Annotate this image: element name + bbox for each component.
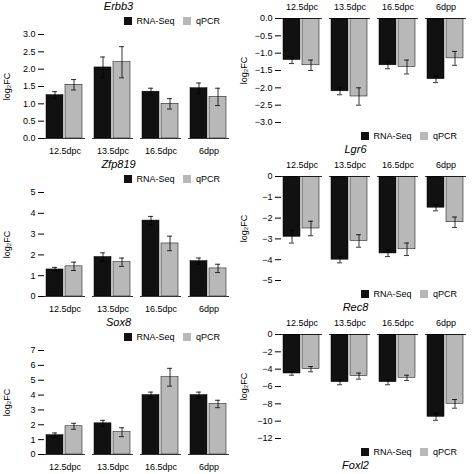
html-text:RNA-Seq: RNA-Seq [373, 288, 412, 299]
svg-text:16.5dpc: 16.5dpc [145, 304, 178, 314]
svg-text:1: 1 [30, 271, 35, 281]
svg-text:2.5: 2.5 [23, 47, 36, 57]
svg-text:16.5dpc: 16.5dpc [382, 160, 415, 170]
svg-text:1: 1 [30, 435, 35, 445]
svg-text:−1: −1 [262, 192, 272, 202]
html-text:Sox8: Sox8 [106, 316, 131, 328]
svg-text:6dpp: 6dpp [436, 318, 456, 328]
svg-text:6dpp: 6dpp [199, 304, 219, 314]
svg-text:16.5dpc: 16.5dpc [145, 146, 178, 156]
svg-text:6dpp: 6dpp [436, 160, 456, 170]
svg-text:16.5dpc: 16.5dpc [382, 2, 415, 12]
svg-text:log₂FC: log₂FC [2, 230, 12, 258]
svg-text:−0.5: −0.5 [255, 31, 273, 41]
svg-text:2.0: 2.0 [23, 64, 36, 74]
svg-text:16.5dpc: 16.5dpc [145, 462, 178, 472]
svg-text:2: 2 [30, 420, 35, 430]
svg-text:0: 0 [30, 291, 35, 301]
html-text:RNA-Seq: RNA-Seq [136, 173, 175, 184]
svg-text:5: 5 [30, 375, 35, 385]
svg-text:13.5dpc: 13.5dpc [334, 318, 367, 328]
svg-text:3: 3 [30, 405, 35, 415]
svg-text:4: 4 [30, 390, 35, 400]
svg-text:−4: −4 [262, 364, 272, 374]
svg-text:0.5: 0.5 [23, 116, 36, 126]
html-text:RNA-Seq: RNA-Seq [373, 130, 412, 141]
svg-text:12.5dpc: 12.5dpc [286, 160, 319, 170]
html-text:Zfp819: Zfp819 [101, 158, 136, 170]
svg-text:0.0: 0.0 [260, 13, 273, 23]
svg-text:6dpp: 6dpp [199, 146, 219, 156]
svg-text:−3.0: −3.0 [255, 117, 273, 127]
svg-text:−2: −2 [262, 213, 272, 223]
svg-text:−6: −6 [262, 381, 272, 391]
svg-text:−4: −4 [262, 255, 272, 265]
svg-text:5: 5 [30, 187, 35, 197]
svg-text:−1.5: −1.5 [255, 65, 273, 75]
html-text:RNA-Seq: RNA-Seq [373, 446, 412, 457]
svg-text:−2: −2 [262, 347, 272, 357]
svg-text:log₂FC: log₂FC [239, 372, 249, 400]
svg-text:13.5dpc: 13.5dpc [97, 146, 130, 156]
html-text:Foxl2: Foxl2 [342, 459, 369, 471]
svg-text:12.5dpc: 12.5dpc [286, 2, 319, 12]
svg-text:−1.0: −1.0 [255, 48, 273, 58]
svg-text:2: 2 [30, 250, 35, 260]
svg-text:3.0: 3.0 [23, 29, 36, 39]
svg-text:log₂FC: log₂FC [2, 72, 12, 100]
html-text:qPCR: qPCR [196, 331, 220, 342]
svg-text:1.0: 1.0 [23, 99, 36, 109]
svg-text:−10: −10 [257, 416, 272, 426]
svg-text:4: 4 [30, 208, 35, 218]
svg-text:0.0: 0.0 [23, 133, 36, 143]
svg-text:12.5dpc: 12.5dpc [286, 318, 319, 328]
svg-text:−5: −5 [262, 275, 272, 285]
svg-text:−2.5: −2.5 [255, 100, 273, 110]
svg-text:1.5: 1.5 [23, 81, 36, 91]
html-text:qPCR: qPCR [196, 173, 220, 184]
svg-text:−12: −12 [257, 433, 272, 443]
svg-text:12.5dpc: 12.5dpc [49, 304, 82, 314]
svg-text:7: 7 [30, 345, 35, 355]
html-text:Lgr6: Lgr6 [344, 143, 367, 155]
html-text:qPCR: qPCR [433, 446, 457, 457]
svg-text:6dpp: 6dpp [199, 462, 219, 472]
svg-text:6dpp: 6dpp [436, 2, 456, 12]
html-text:qPCR: qPCR [433, 288, 457, 299]
svg-text:−8: −8 [262, 399, 272, 409]
html-text:qPCR: qPCR [433, 130, 457, 141]
svg-text:−3: −3 [262, 234, 272, 244]
svg-text:0: 0 [267, 329, 272, 339]
html-text:RNA-Seq: RNA-Seq [136, 15, 175, 26]
svg-text:0: 0 [30, 449, 35, 459]
svg-text:3: 3 [30, 229, 35, 239]
svg-text:log₂FC: log₂FC [239, 56, 249, 84]
svg-text:13.5dpc: 13.5dpc [334, 160, 367, 170]
svg-text:log₂FC: log₂FC [239, 214, 249, 242]
svg-text:0: 0 [267, 171, 272, 181]
svg-text:log₂FC: log₂FC [2, 388, 12, 416]
svg-text:6: 6 [30, 360, 35, 370]
html-text:Erbb3: Erbb3 [103, 0, 134, 12]
svg-text:12.5dpc: 12.5dpc [49, 462, 82, 472]
html-text:Rec8: Rec8 [342, 301, 369, 313]
html-text:RNA-Seq: RNA-Seq [136, 331, 175, 342]
svg-text:−2.0: −2.0 [255, 83, 273, 93]
html-text:qPCR: qPCR [196, 15, 220, 26]
svg-text:13.5dpc: 13.5dpc [97, 304, 130, 314]
svg-text:12.5dpc: 12.5dpc [49, 146, 82, 156]
svg-text:16.5dpc: 16.5dpc [382, 318, 415, 328]
svg-text:13.5dpc: 13.5dpc [97, 462, 130, 472]
svg-text:13.5dpc: 13.5dpc [334, 2, 367, 12]
